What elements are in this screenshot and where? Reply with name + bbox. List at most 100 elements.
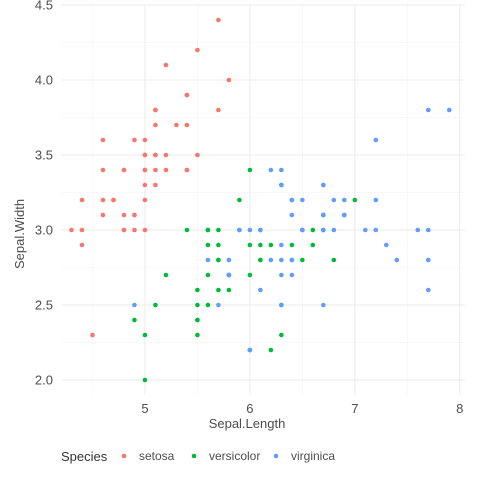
setosa-point: [90, 333, 95, 338]
x-axis-tick-labels: 5 6 7 8: [141, 401, 463, 416]
setosa-point: [174, 123, 179, 128]
versicolor-point: [195, 333, 200, 338]
virginica-point: [447, 108, 452, 113]
setosa-point: [143, 228, 148, 233]
legend-label-versicolor: versicolor: [209, 449, 260, 463]
versicolor-point: [290, 243, 295, 248]
setosa-point: [80, 243, 85, 248]
setosa-point: [111, 198, 116, 203]
virginica-point: [206, 258, 211, 263]
major-gridlines: [61, 5, 465, 395]
versicolor-point: [332, 258, 337, 263]
virginica-point: [248, 228, 253, 233]
versicolor-point: [143, 333, 148, 338]
versicolor-point: [353, 198, 358, 203]
virginica-point: [332, 198, 337, 203]
virginica-point: [374, 228, 379, 233]
virginica-point: [321, 303, 326, 308]
versicolor-point: [311, 228, 316, 233]
virginica-point: [290, 273, 295, 278]
data-points: [69, 18, 451, 383]
legend-key-setosa: [122, 454, 127, 459]
x-tick-label: 5: [141, 401, 148, 416]
versicolor-point: [258, 258, 263, 263]
setosa-point: [164, 168, 169, 173]
setosa-point: [122, 168, 127, 173]
virginica-point: [363, 228, 368, 233]
x-tick-label: 8: [456, 401, 463, 416]
x-tick-label: 6: [246, 401, 253, 416]
y-tick-label: 3.0: [35, 223, 53, 238]
versicolor-point: [269, 243, 274, 248]
virginica-point: [279, 258, 284, 263]
virginica-point: [269, 168, 274, 173]
setosa-point: [143, 138, 148, 143]
setosa-point: [132, 138, 137, 143]
versicolor-point: [206, 243, 211, 248]
virginica-point: [237, 228, 242, 233]
virginica-point: [342, 213, 347, 218]
y-tick-label: 4.5: [35, 0, 53, 13]
virginica-point: [384, 243, 389, 248]
virginica-point: [415, 228, 420, 233]
virginica-point: [394, 258, 399, 263]
versicolor-point: [216, 258, 221, 263]
setosa-point: [122, 213, 127, 218]
setosa-point: [153, 108, 158, 113]
y-axis-tick-labels: 2.0 2.5 3.0 3.5 4.0 4.5: [35, 0, 53, 388]
versicolor-point: [216, 228, 221, 233]
versicolor-point: [206, 303, 211, 308]
x-tick-label: 7: [351, 401, 358, 416]
virginica-point: [300, 228, 305, 233]
virginica-point: [290, 198, 295, 203]
virginica-point: [227, 258, 232, 263]
virginica-point: [321, 183, 326, 188]
y-tick-label: 2.5: [35, 298, 53, 313]
setosa-point: [143, 168, 148, 173]
virginica-point: [132, 303, 137, 308]
legend-key-versicolor: [192, 454, 197, 459]
setosa-point: [195, 153, 200, 158]
setosa-point: [101, 138, 106, 143]
setosa-point: [143, 183, 148, 188]
setosa-point: [153, 153, 158, 158]
virginica-point: [279, 168, 284, 173]
versicolor-point: [248, 273, 253, 278]
virginica-point: [426, 108, 431, 113]
setosa-point: [143, 153, 148, 158]
setosa-point: [132, 228, 137, 233]
virginica-point: [227, 273, 232, 278]
versicolor-point: [195, 288, 200, 293]
virginica-point: [374, 198, 379, 203]
versicolor-point: [216, 243, 221, 248]
virginica-point: [426, 228, 431, 233]
versicolor-point: [153, 303, 158, 308]
versicolor-point: [206, 273, 211, 278]
legend-title: Species: [61, 449, 108, 464]
setosa-point: [185, 123, 190, 128]
x-axis-title: Sepal.Length: [209, 416, 286, 431]
virginica-point: [321, 213, 326, 218]
virginica-point: [342, 198, 347, 203]
y-axis-title: Sepal.Width: [12, 199, 27, 269]
setosa-point: [80, 228, 85, 233]
setosa-point: [164, 153, 169, 158]
virginica-point: [279, 183, 284, 188]
y-tick-label: 3.5: [35, 148, 53, 163]
setosa-point: [185, 168, 190, 173]
versicolor-point: [143, 378, 148, 383]
setosa-point: [101, 213, 106, 218]
versicolor-point: [258, 243, 263, 248]
virginica-point: [290, 213, 295, 218]
legend-label-virginica: virginica: [291, 449, 335, 463]
versicolor-point: [248, 243, 253, 248]
virginica-point: [290, 258, 295, 263]
setosa-point: [101, 168, 106, 173]
versicolor-point: [164, 273, 169, 278]
setosa-point: [69, 228, 74, 233]
setosa-point: [153, 168, 158, 173]
virginica-point: [321, 228, 326, 233]
versicolor-point: [279, 333, 284, 338]
setosa-point: [216, 18, 221, 23]
versicolor-point: [195, 318, 200, 323]
